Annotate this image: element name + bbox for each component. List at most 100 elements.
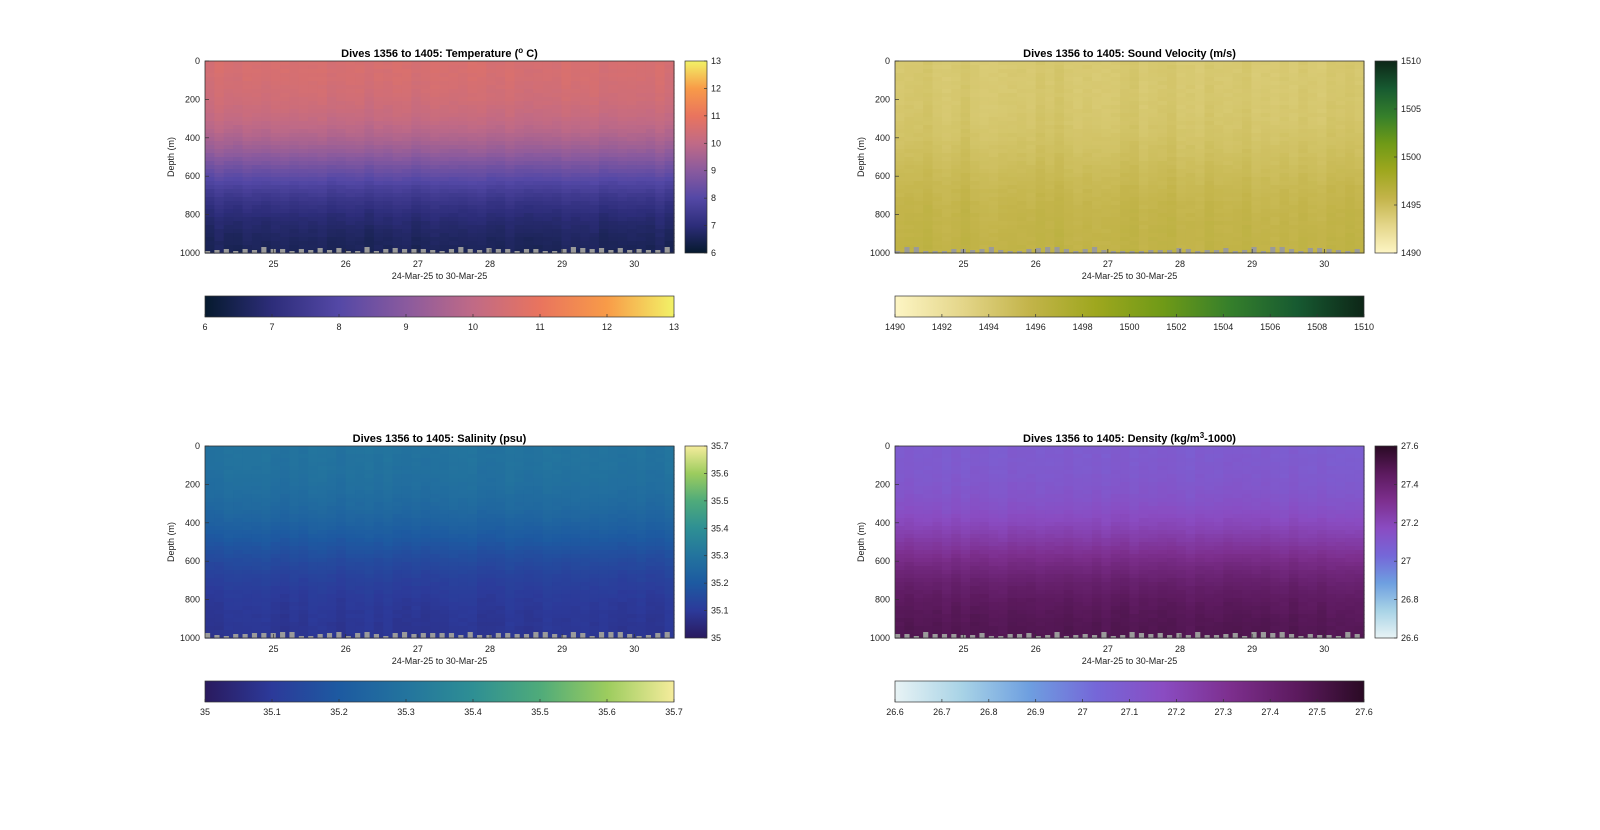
heatmap-cell xyxy=(1129,161,1140,166)
heatmap-cell xyxy=(1260,105,1271,110)
heatmap-cell xyxy=(542,229,553,234)
heatmap-cell xyxy=(1082,229,1093,234)
heatmap-cell xyxy=(627,237,638,242)
heatmap-cell xyxy=(1101,149,1112,154)
heatmap-cell xyxy=(542,117,553,122)
heatmap-cell xyxy=(495,97,506,102)
heatmap-cell xyxy=(233,229,244,234)
heatmap-cell xyxy=(636,129,647,134)
heatmap-cell xyxy=(280,101,291,106)
heatmap-cell xyxy=(1073,245,1084,250)
heatmap-cell xyxy=(495,177,506,182)
heatmap-cell xyxy=(448,229,459,234)
heatmap-cell xyxy=(523,73,534,78)
no-data-cell xyxy=(1242,250,1248,253)
heatmap-cell xyxy=(1073,229,1084,234)
heatmap-cell xyxy=(383,73,394,78)
heatmap-cell xyxy=(1298,85,1309,90)
heatmap-cell xyxy=(251,101,262,106)
heatmap-cell xyxy=(1129,189,1140,194)
heatmap-cell xyxy=(1223,117,1234,122)
heatmap-cell xyxy=(913,101,924,106)
heatmap-cell xyxy=(664,65,675,70)
y-axis-label: Depth (m) xyxy=(856,137,866,177)
heatmap-cell xyxy=(251,69,262,74)
heatmap-cell xyxy=(1091,121,1102,126)
heatmap-cell xyxy=(589,197,600,202)
heatmap-cell xyxy=(233,101,244,106)
heatmap-cell xyxy=(1063,185,1074,190)
no-data-cell xyxy=(1307,248,1313,253)
heatmap-cell xyxy=(1082,105,1093,110)
heatmap-cell xyxy=(580,237,591,242)
heatmap-cell xyxy=(392,201,403,206)
heatmap-cell xyxy=(589,173,600,178)
heatmap-cell xyxy=(1176,65,1187,70)
heatmap-cell xyxy=(280,177,291,182)
no-data-cell xyxy=(439,251,445,253)
heatmap-cell xyxy=(514,117,525,122)
heatmap-cell xyxy=(1307,85,1318,90)
heatmap-cell xyxy=(1204,105,1215,110)
heatmap-cell xyxy=(1345,229,1356,234)
heatmap-cell xyxy=(383,221,394,226)
x-tick-label: 30 xyxy=(1319,259,1329,269)
heatmap-cell xyxy=(636,233,647,238)
heatmap-cell xyxy=(552,165,563,170)
heatmap-cell xyxy=(401,73,412,78)
heatmap-cell xyxy=(383,105,394,110)
heatmap-cell xyxy=(617,245,628,250)
heatmap-cell xyxy=(223,85,234,90)
heatmap-cell xyxy=(1148,185,1159,190)
heatmap-cell xyxy=(298,137,309,142)
heatmap-cell xyxy=(261,165,272,170)
heatmap-cell xyxy=(1157,209,1168,214)
heatmap-cell xyxy=(1026,177,1037,182)
heatmap-cell xyxy=(1073,61,1084,66)
heatmap-cell xyxy=(1054,73,1065,78)
heatmap-cell xyxy=(345,129,356,134)
heatmap-cell xyxy=(214,157,225,162)
heatmap-cell xyxy=(580,121,591,126)
heatmap-cell xyxy=(523,193,534,198)
heatmap-cell xyxy=(505,169,516,174)
heatmap-cell xyxy=(608,137,619,142)
heatmap-cell xyxy=(998,125,1009,130)
heatmap-cell xyxy=(1242,101,1253,106)
heatmap-cell xyxy=(655,145,666,150)
heatmap-cell xyxy=(1288,137,1299,142)
heatmap-cell xyxy=(1138,209,1149,214)
heatmap-cell xyxy=(1045,65,1056,70)
heatmap-cell xyxy=(205,129,215,134)
chart-panel-2: Dives 1356 to 1405: Sound Velocity (m/s)… xyxy=(856,48,1421,332)
heatmap-cell xyxy=(1251,221,1262,226)
heatmap-cell xyxy=(1270,109,1281,114)
heatmap-cell xyxy=(1298,237,1309,242)
heatmap-cell xyxy=(1063,145,1074,150)
heatmap-cell xyxy=(458,221,469,226)
heatmap-cell xyxy=(289,121,300,126)
heatmap-cell xyxy=(645,85,656,90)
heatmap-cell xyxy=(1251,185,1262,190)
heatmap-cell xyxy=(1326,65,1337,70)
heatmap-cell xyxy=(242,209,253,214)
heatmap-cell xyxy=(1213,225,1224,230)
heatmap-cell xyxy=(205,173,215,178)
heatmap-cell xyxy=(645,93,656,98)
heatmap-cell xyxy=(1157,185,1168,190)
heatmap-cell xyxy=(904,209,915,214)
heatmap-cell xyxy=(1354,193,1365,198)
heatmap-cell xyxy=(214,233,225,238)
no-data-cell xyxy=(373,251,379,253)
heatmap-cell xyxy=(617,81,628,86)
heatmap-cell xyxy=(1317,241,1328,246)
heatmap-cell xyxy=(448,185,459,190)
heatmap-cell xyxy=(1054,129,1065,134)
heatmap-cell xyxy=(1035,173,1046,178)
heatmap-cell xyxy=(1195,141,1206,146)
heatmap-cell xyxy=(932,65,943,70)
heatmap-cell xyxy=(561,105,572,110)
heatmap-cell xyxy=(1223,65,1234,70)
heatmap-cell xyxy=(1073,121,1084,126)
heatmap-cell xyxy=(627,153,638,158)
